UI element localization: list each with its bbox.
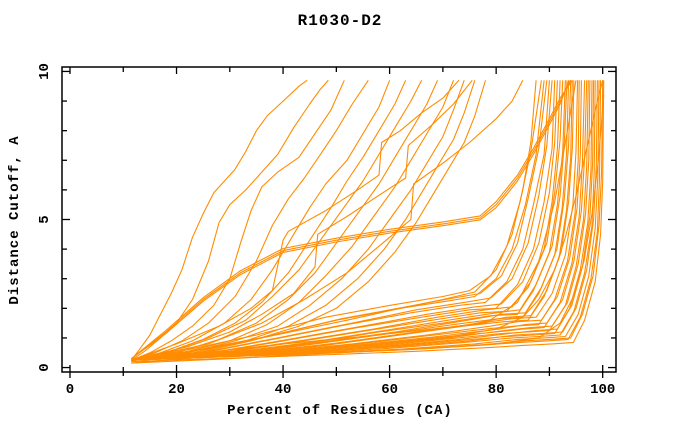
x-tick-label: 100 (590, 382, 615, 398)
model-curve (131, 80, 591, 361)
model-curve (131, 80, 548, 361)
x-tick-label: 20 (168, 382, 185, 398)
model-curve (131, 80, 570, 361)
model-curve (131, 79, 460, 361)
model-curve (131, 80, 596, 361)
model-curve (131, 80, 423, 361)
model-curve (131, 80, 556, 361)
model-curve (131, 80, 391, 361)
model-curve (131, 80, 558, 361)
model-curve (131, 95, 605, 364)
model-curve (131, 80, 573, 361)
model-curve (131, 80, 537, 361)
model-curve (131, 80, 439, 361)
model-curve (131, 80, 487, 361)
model-curve (131, 80, 595, 361)
model-curve (131, 80, 524, 361)
model-curve (131, 80, 582, 361)
model-curve (131, 80, 545, 361)
model-curve (131, 80, 407, 361)
model-curve (131, 80, 577, 361)
model-curve (130, 80, 572, 360)
x-tick-label: 40 (275, 382, 292, 398)
model-curve (131, 79, 473, 361)
model-curve (130, 79, 308, 361)
model-curve (131, 80, 604, 364)
model-curve (131, 80, 553, 361)
model-curve (131, 80, 568, 361)
y-tick-label: 0 (37, 363, 53, 371)
model-curve (130, 80, 570, 360)
x-tick-label: 80 (488, 382, 505, 398)
model-curve (131, 80, 572, 361)
model-curve (131, 80, 588, 361)
model-curve (131, 80, 566, 361)
model-curve (131, 80, 564, 361)
chart-title: R1030-D2 (298, 12, 383, 30)
model-curve (131, 80, 345, 361)
model-curve (131, 80, 579, 361)
model-curve (130, 79, 573, 360)
model-curve (131, 80, 465, 361)
x-axis-label: Percent of Residues (CA) (227, 403, 453, 419)
y-tick-label: 10 (37, 63, 53, 80)
model-curve (131, 80, 605, 363)
curve-series-group (130, 79, 605, 364)
axes-group: 0 20 40 60 80 100 0 5 10 (37, 63, 617, 398)
x-tick-label: 60 (381, 382, 398, 398)
y-tick-label: 5 (37, 215, 53, 223)
model-curve (131, 79, 369, 361)
y-axis-label: Distance Cutoff, A (7, 135, 23, 304)
model-curve (131, 80, 598, 361)
x-tick-label: 0 (66, 382, 74, 398)
